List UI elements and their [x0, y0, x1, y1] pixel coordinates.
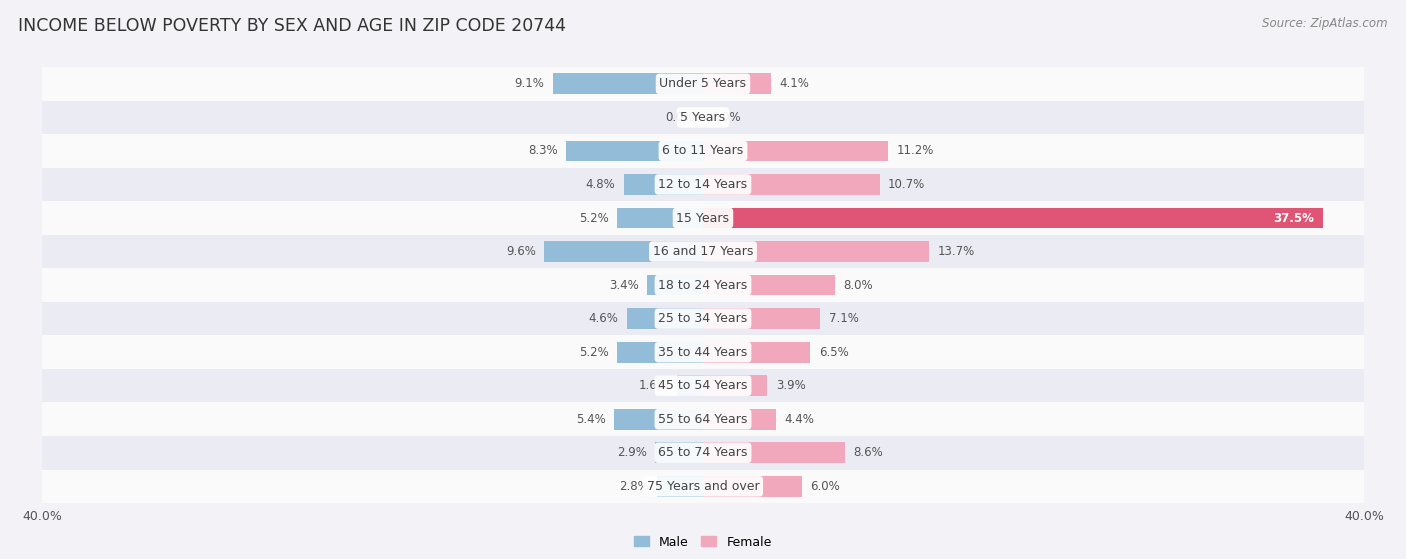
- Bar: [565, 140, 703, 162]
- Bar: [703, 174, 880, 195]
- Bar: [703, 140, 889, 162]
- Text: 0.0%: 0.0%: [665, 111, 695, 124]
- Bar: [624, 174, 703, 195]
- Text: 37.5%: 37.5%: [1274, 211, 1315, 225]
- Bar: [703, 442, 845, 463]
- Bar: [614, 409, 703, 430]
- Bar: [655, 442, 703, 463]
- Text: 13.7%: 13.7%: [938, 245, 974, 258]
- Bar: [703, 308, 820, 329]
- Bar: [42, 67, 1364, 101]
- Text: 18 to 24 Years: 18 to 24 Years: [658, 278, 748, 292]
- Text: 3.4%: 3.4%: [609, 278, 638, 292]
- Text: 5.2%: 5.2%: [579, 345, 609, 359]
- Text: Source: ZipAtlas.com: Source: ZipAtlas.com: [1263, 17, 1388, 30]
- Text: 1.6%: 1.6%: [638, 379, 668, 392]
- Text: 15 Years: 15 Years: [676, 211, 730, 225]
- Text: 75 Years and over: 75 Years and over: [647, 480, 759, 493]
- Bar: [42, 101, 1364, 134]
- Bar: [42, 268, 1364, 302]
- Bar: [703, 342, 810, 363]
- Text: 2.9%: 2.9%: [617, 446, 647, 459]
- Bar: [42, 302, 1364, 335]
- Text: 45 to 54 Years: 45 to 54 Years: [658, 379, 748, 392]
- Bar: [42, 369, 1364, 402]
- Text: 55 to 64 Years: 55 to 64 Years: [658, 413, 748, 426]
- Text: 9.1%: 9.1%: [515, 77, 544, 91]
- Text: 4.8%: 4.8%: [586, 178, 616, 191]
- Bar: [703, 274, 835, 296]
- Text: 9.6%: 9.6%: [506, 245, 536, 258]
- Text: 16 and 17 Years: 16 and 17 Years: [652, 245, 754, 258]
- Text: 7.1%: 7.1%: [828, 312, 859, 325]
- Bar: [42, 134, 1364, 168]
- Bar: [703, 476, 801, 497]
- Text: 25 to 34 Years: 25 to 34 Years: [658, 312, 748, 325]
- Bar: [703, 73, 770, 94]
- Text: 8.0%: 8.0%: [844, 278, 873, 292]
- Text: 35 to 44 Years: 35 to 44 Years: [658, 345, 748, 359]
- Bar: [42, 436, 1364, 470]
- Bar: [42, 201, 1364, 235]
- Bar: [703, 207, 1323, 229]
- Text: 10.7%: 10.7%: [889, 178, 925, 191]
- Bar: [703, 375, 768, 396]
- Bar: [703, 241, 929, 262]
- Text: 6.0%: 6.0%: [810, 480, 841, 493]
- Bar: [42, 168, 1364, 201]
- Text: 6.5%: 6.5%: [818, 345, 848, 359]
- Text: 4.4%: 4.4%: [785, 413, 814, 426]
- Text: 11.2%: 11.2%: [896, 144, 934, 158]
- Text: 8.6%: 8.6%: [853, 446, 883, 459]
- Text: 5.2%: 5.2%: [579, 211, 609, 225]
- Text: INCOME BELOW POVERTY BY SEX AND AGE IN ZIP CODE 20744: INCOME BELOW POVERTY BY SEX AND AGE IN Z…: [18, 17, 567, 35]
- Bar: [703, 409, 776, 430]
- Bar: [627, 308, 703, 329]
- Bar: [647, 274, 703, 296]
- Bar: [676, 375, 703, 396]
- Text: 6 to 11 Years: 6 to 11 Years: [662, 144, 744, 158]
- Bar: [617, 207, 703, 229]
- Bar: [544, 241, 703, 262]
- Bar: [617, 342, 703, 363]
- Text: 5 Years: 5 Years: [681, 111, 725, 124]
- Bar: [553, 73, 703, 94]
- Text: 12 to 14 Years: 12 to 14 Years: [658, 178, 748, 191]
- Text: 4.1%: 4.1%: [779, 77, 808, 91]
- Legend: Male, Female: Male, Female: [630, 530, 776, 553]
- Bar: [42, 235, 1364, 268]
- Text: 8.3%: 8.3%: [529, 144, 558, 158]
- Text: 3.9%: 3.9%: [776, 379, 806, 392]
- Bar: [42, 335, 1364, 369]
- Bar: [657, 476, 703, 497]
- Text: 2.8%: 2.8%: [619, 480, 648, 493]
- Text: 5.4%: 5.4%: [576, 413, 606, 426]
- Text: 4.6%: 4.6%: [589, 312, 619, 325]
- Text: 65 to 74 Years: 65 to 74 Years: [658, 446, 748, 459]
- Bar: [42, 470, 1364, 503]
- Text: Under 5 Years: Under 5 Years: [659, 77, 747, 91]
- Text: 0.0%: 0.0%: [711, 111, 741, 124]
- Bar: [42, 402, 1364, 436]
